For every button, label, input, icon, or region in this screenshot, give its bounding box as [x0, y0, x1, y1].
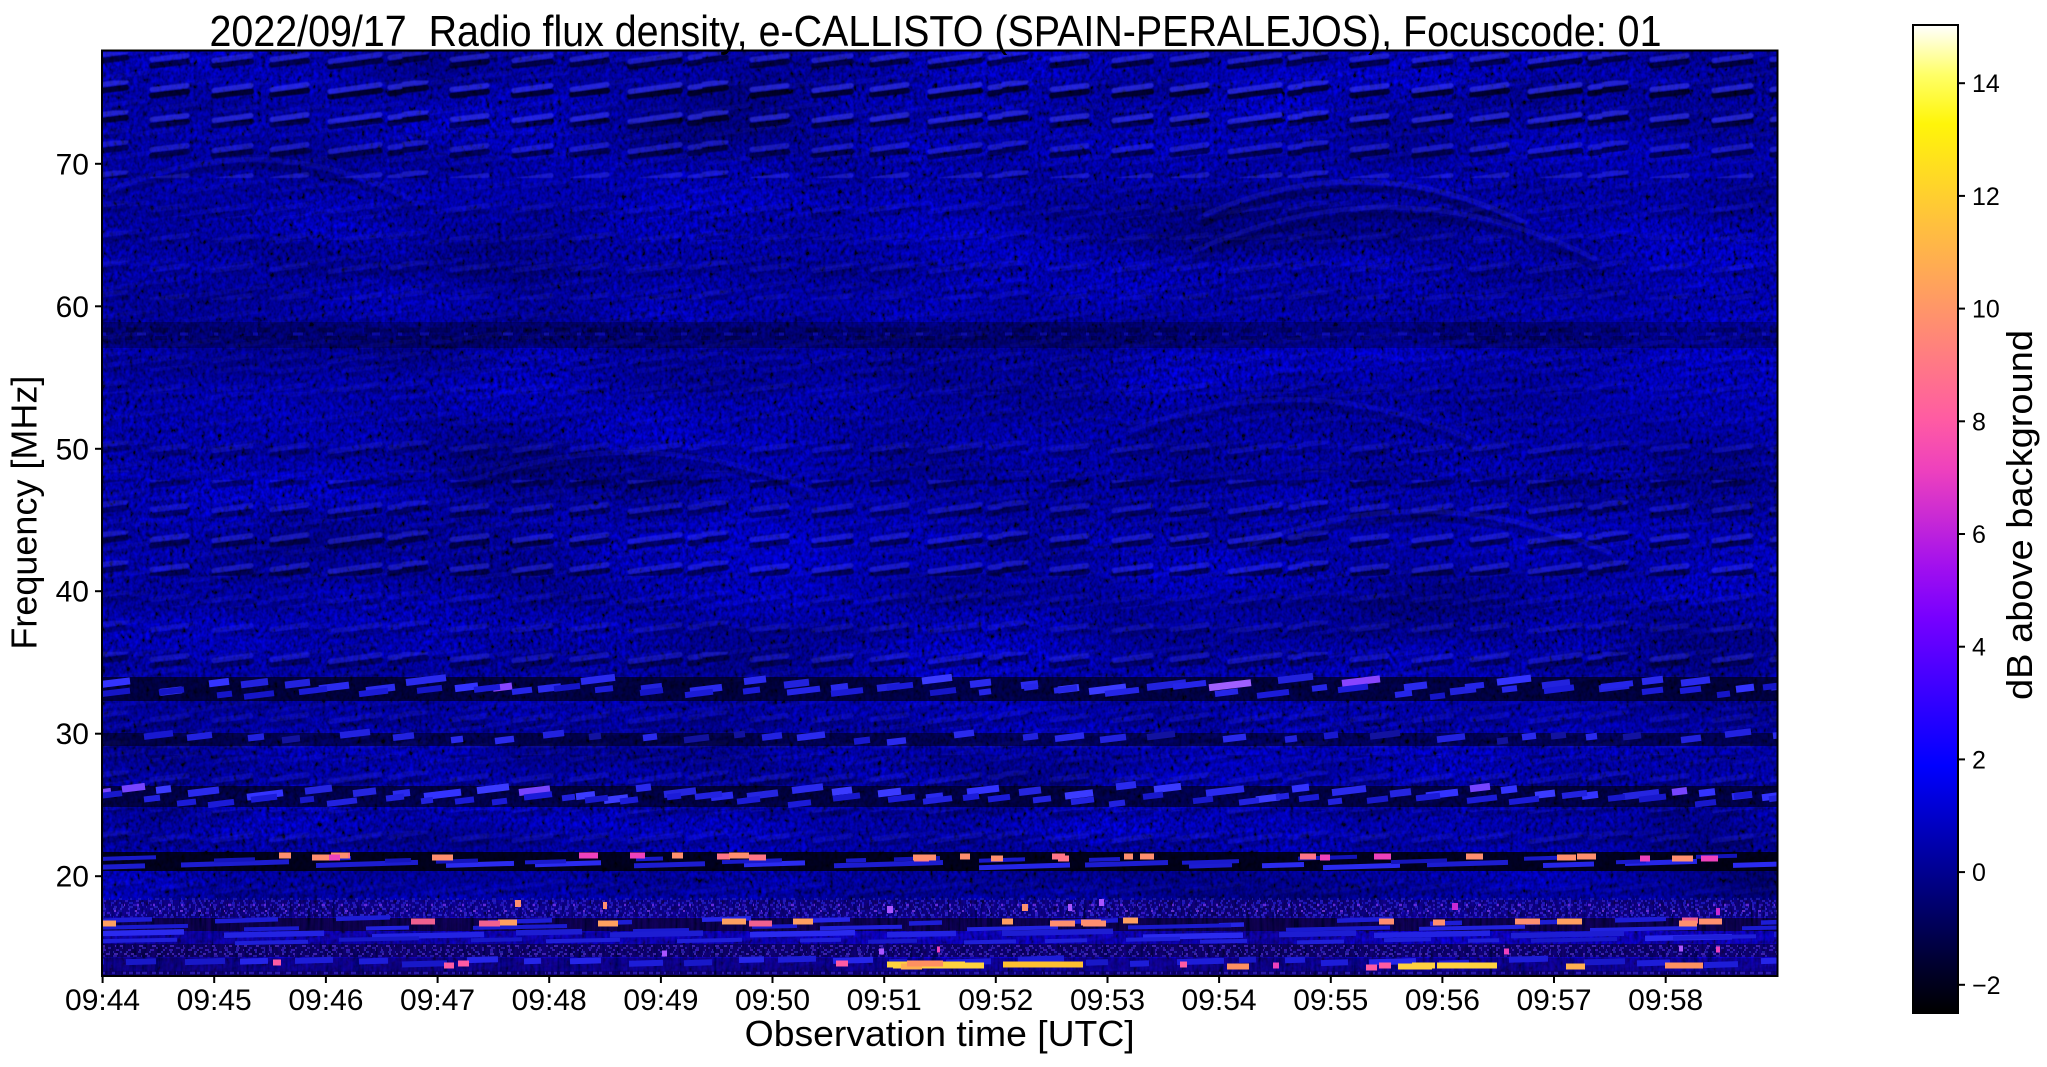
svg-text:09:48: 09:48 [512, 984, 587, 1017]
svg-text:09:52: 09:52 [958, 984, 1033, 1017]
svg-text:−2: −2 [1972, 972, 2001, 1000]
svg-text:Observation time [UTC]: Observation time [UTC] [745, 1013, 1135, 1054]
svg-text:6: 6 [1972, 521, 1986, 549]
svg-text:60: 60 [56, 291, 89, 324]
svg-text:09:57: 09:57 [1516, 984, 1591, 1017]
svg-text:09:53: 09:53 [1070, 984, 1145, 1017]
svg-text:09:49: 09:49 [623, 984, 698, 1017]
svg-text:10: 10 [1972, 296, 2000, 324]
svg-text:09:50: 09:50 [735, 984, 810, 1017]
svg-text:20: 20 [56, 861, 89, 894]
svg-text:Frequency [MHz]: Frequency [MHz] [4, 376, 45, 650]
svg-text:8: 8 [1972, 408, 1986, 436]
svg-text:14: 14 [1972, 70, 2000, 98]
svg-text:09:56: 09:56 [1405, 984, 1480, 1017]
svg-text:09:46: 09:46 [288, 984, 363, 1017]
svg-text:12: 12 [1972, 183, 2000, 211]
svg-text:09:51: 09:51 [847, 984, 922, 1017]
svg-text:2: 2 [1972, 746, 1986, 774]
svg-text:2022/09/17 Radio flux density: 2022/09/17 Radio flux density, e-CALLIST… [210, 7, 1662, 56]
svg-text:09:45: 09:45 [177, 984, 252, 1017]
svg-text:09:44: 09:44 [65, 984, 140, 1017]
svg-text:40: 40 [56, 576, 89, 609]
svg-text:50: 50 [56, 433, 89, 466]
svg-text:70: 70 [56, 148, 89, 181]
svg-text:09:47: 09:47 [400, 984, 475, 1017]
svg-text:0: 0 [1972, 859, 1986, 887]
svg-text:09:55: 09:55 [1293, 984, 1368, 1017]
svg-text:30: 30 [56, 718, 89, 751]
svg-text:09:54: 09:54 [1182, 984, 1257, 1017]
svg-text:4: 4 [1972, 634, 1986, 662]
svg-text:dB above background: dB above background [1999, 330, 2040, 700]
svg-text:09:58: 09:58 [1628, 984, 1703, 1017]
